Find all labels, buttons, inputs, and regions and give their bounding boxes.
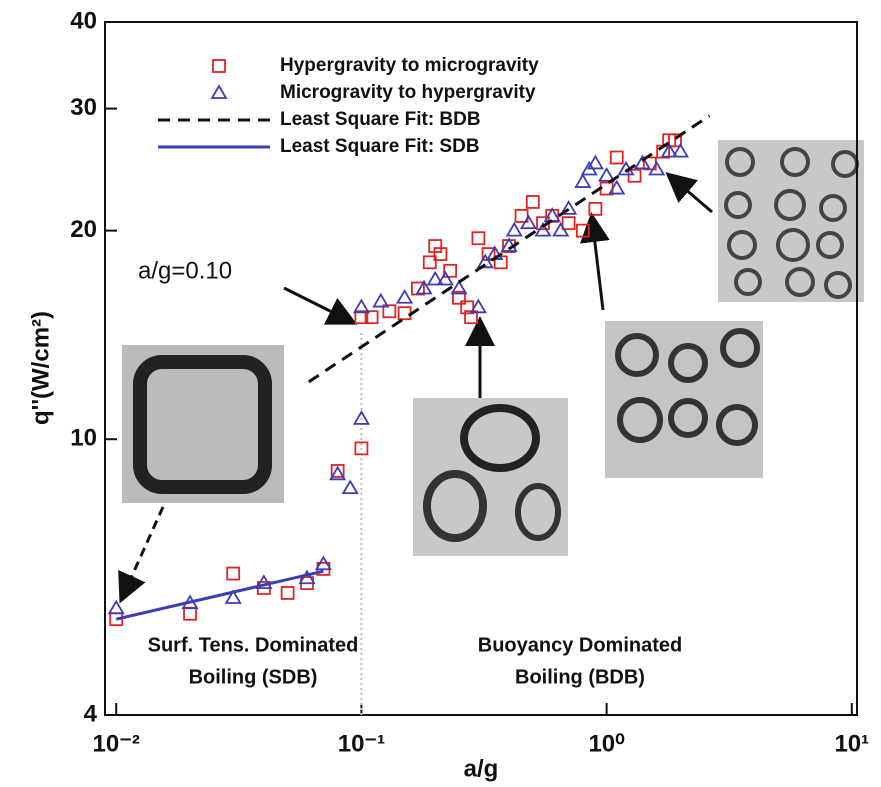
- photo-insets: [122, 140, 864, 556]
- annotation: a/g=0.10: [138, 257, 232, 284]
- point: [372, 292, 390, 308]
- point: [397, 306, 412, 321]
- point: [354, 310, 369, 325]
- point: [354, 441, 369, 456]
- y-tick-label: 10: [70, 425, 97, 452]
- point: [588, 201, 603, 216]
- point: [519, 214, 538, 230]
- x-axis-label: a/g: [464, 755, 499, 782]
- point: [469, 298, 487, 314]
- legend-label: Least Square Fit: SDB: [280, 136, 480, 157]
- point: [183, 606, 197, 621]
- arrows: [118, 172, 713, 604]
- point: [574, 173, 592, 188]
- point: [255, 574, 273, 589]
- fit-line: [307, 114, 711, 384]
- x-tick-label: 10¹: [834, 730, 869, 757]
- point: [352, 298, 370, 314]
- point: [314, 555, 332, 571]
- point: [660, 142, 678, 158]
- point: [364, 310, 379, 325]
- point: [226, 566, 241, 581]
- point: [609, 150, 624, 165]
- point: [575, 223, 590, 238]
- legend-label: Least Square Fit: BDB: [280, 109, 481, 130]
- point: [671, 142, 689, 158]
- legend-marker: [210, 84, 228, 99]
- point: [330, 464, 345, 478]
- point: [471, 231, 486, 246]
- annotation: Buoyancy Dominated: [478, 634, 682, 656]
- annotation: Boiling (BDB): [515, 666, 645, 688]
- x-tick-label: 10⁻¹: [338, 730, 385, 757]
- x-tick-label: 10⁰: [588, 730, 625, 757]
- point: [436, 270, 454, 286]
- point: [560, 200, 578, 215]
- point: [668, 133, 682, 148]
- point: [411, 281, 425, 296]
- point: [476, 253, 494, 269]
- annotation: Boiling (SDB): [189, 666, 318, 688]
- annotation: Surf. Tens. Dominated: [148, 634, 359, 656]
- fit-line: [115, 569, 324, 621]
- point: [648, 160, 666, 176]
- point: [505, 221, 523, 237]
- y-tick-label: 40: [70, 7, 97, 34]
- point: [224, 589, 242, 604]
- point: [452, 290, 466, 305]
- point: [586, 154, 604, 170]
- legend-marker: [212, 59, 226, 73]
- point: [561, 216, 576, 231]
- point: [443, 263, 458, 278]
- point: [396, 288, 414, 304]
- point: [534, 221, 552, 237]
- point: [341, 479, 359, 495]
- point: [329, 465, 347, 481]
- legend-label: Microgravity to hypergravity: [280, 82, 536, 103]
- y-tick-label: 30: [70, 94, 97, 121]
- point: [598, 166, 616, 182]
- point: [352, 410, 370, 425]
- point: [525, 195, 540, 209]
- point: [433, 247, 448, 261]
- point: [280, 586, 295, 600]
- y-tick-label: 20: [70, 216, 97, 243]
- point: [382, 304, 397, 319]
- y-tick-label: 4: [84, 700, 98, 727]
- point: [460, 300, 475, 315]
- point: [415, 279, 433, 295]
- point: [633, 154, 652, 170]
- point: [608, 179, 626, 195]
- x-tick-label: 10⁻²: [93, 730, 140, 757]
- point: [552, 221, 570, 237]
- point: [450, 279, 468, 295]
- point: [422, 255, 437, 270]
- point: [107, 599, 125, 615]
- legend-label: Hypergravity to microgravity: [280, 55, 539, 76]
- plot-frame: [104, 21, 858, 716]
- y-axis-label: q''(W/cm²): [27, 311, 54, 425]
- point: [426, 270, 444, 286]
- point: [627, 168, 642, 183]
